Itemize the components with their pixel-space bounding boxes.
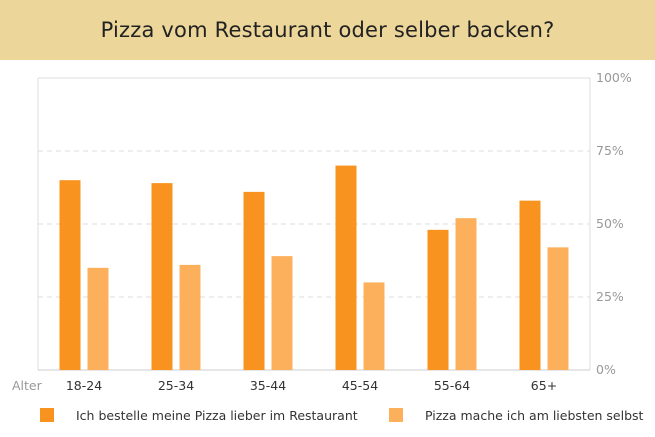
legend-label-restaurant: Ich bestelle meine Pizza lieber im Resta… [76,407,358,423]
bar-selbst [271,256,293,370]
legend-item-selbst: Pizza mache ich am liebsten selbst [389,404,643,426]
legend-item-restaurant: Ich bestelle meine Pizza lieber im Resta… [40,404,358,426]
legend-swatch-restaurant [40,408,54,422]
bar-restaurant [243,191,265,370]
chart-header: Pizza vom Restaurant oder selber backen? [0,0,655,60]
x-tick-label: 45-54 [342,378,378,393]
bar-chart: 0% 25% 50% 75% 100% 18-24 25-34 35-44 45-54 55-64… [12,70,632,393]
x-axis-label: Alter [12,378,43,393]
bar-restaurant [59,180,81,370]
bar-restaurant [427,229,449,370]
bar-selbst [87,267,109,370]
legend-label-selbst: Pizza mache ich am liebsten selbst [425,407,644,423]
bar-restaurant [519,200,541,370]
x-tick-label: 55-64 [434,378,470,393]
x-tick-label: 65+ [531,378,557,393]
bar-selbst [363,282,385,370]
bar-selbst [455,218,477,370]
x-tick-label: 18-24 [66,378,102,393]
bar-restaurant [151,183,173,370]
legend-swatch-selbst [389,408,403,422]
x-tick-label: 35-44 [250,378,286,393]
chart-legend: Ich bestelle meine Pizza lieber im Resta… [0,404,655,430]
bar-selbst [547,247,569,370]
x-tick-label: 25-34 [158,378,194,393]
y-tick-label: 100% [596,70,632,85]
bar-selbst [179,264,201,370]
bar-restaurant [335,165,357,370]
y-tick-label: 25% [596,289,624,304]
chart-title: Pizza vom Restaurant oder selber backen? [100,18,555,42]
y-tick-label: 0% [596,362,616,377]
y-tick-label: 50% [596,216,624,231]
y-tick-label: 75% [596,143,624,158]
